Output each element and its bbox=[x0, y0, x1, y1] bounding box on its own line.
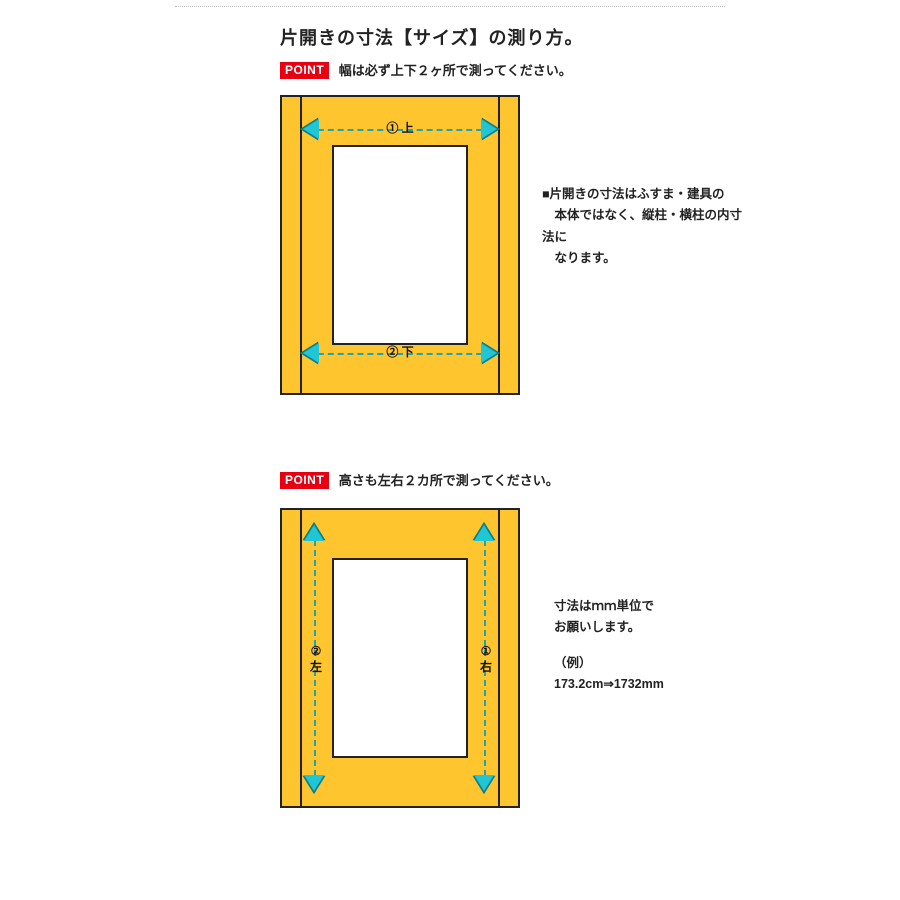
note2-example-value: 173.2cm⇒1732mm bbox=[554, 677, 664, 691]
divider-top bbox=[175, 6, 725, 7]
note-frame-explanation: ■片開きの寸法はふすま・建具の 本体ではなく、縦柱・横柱の内寸法に なります。 bbox=[542, 184, 742, 269]
point-1-line: POINT 幅は必ず上下２ヶ所で測ってください。 bbox=[280, 60, 572, 79]
page-title: 片開きの寸法【サイズ】の測り方。 bbox=[280, 24, 583, 50]
point-1-text: 幅は必ず上下２ヶ所で測ってください。 bbox=[339, 63, 572, 78]
point-badge: POINT bbox=[280, 472, 329, 489]
arrow-down-icon bbox=[474, 775, 494, 791]
measure-label-right: ① 右 bbox=[476, 644, 496, 675]
point-2-text: 高さも左右２カ所で測ってください。 bbox=[339, 473, 559, 488]
note2-l1: 寸法はｍｍ単位で bbox=[554, 599, 654, 613]
point-2-line: POINT 高さも左右２カ所で測ってください。 bbox=[280, 470, 559, 489]
arrow-up-icon bbox=[304, 525, 324, 541]
measure-label-bottom: ② 下 bbox=[280, 343, 520, 360]
diagram-height: ① 右 ② 左 bbox=[280, 508, 520, 808]
note2-l2: お願いします。 bbox=[554, 620, 640, 634]
note1-l1: ■片開きの寸法はふすま・建具の bbox=[542, 187, 725, 201]
frame-inner bbox=[332, 145, 468, 345]
note-units: 寸法はｍｍ単位で お願いします。 （例） 173.2cm⇒1732mm bbox=[554, 596, 754, 695]
frame-rail-line bbox=[300, 510, 302, 806]
measure-label-left: ② 左 bbox=[306, 644, 326, 675]
point-badge: POINT bbox=[280, 62, 329, 79]
diagram-width: ① 上 ② 下 bbox=[280, 95, 520, 395]
note1-l2: 本体ではなく、縦柱・横柱の内寸法に bbox=[542, 208, 742, 243]
arrow-down-icon bbox=[304, 775, 324, 791]
measure-label-top: ① 上 bbox=[280, 119, 520, 136]
arrow-up-icon bbox=[474, 525, 494, 541]
frame-inner bbox=[332, 558, 468, 758]
frame-rail-line bbox=[498, 510, 500, 806]
note2-example-label: （例） bbox=[554, 656, 592, 670]
note1-l3: なります。 bbox=[542, 251, 616, 265]
